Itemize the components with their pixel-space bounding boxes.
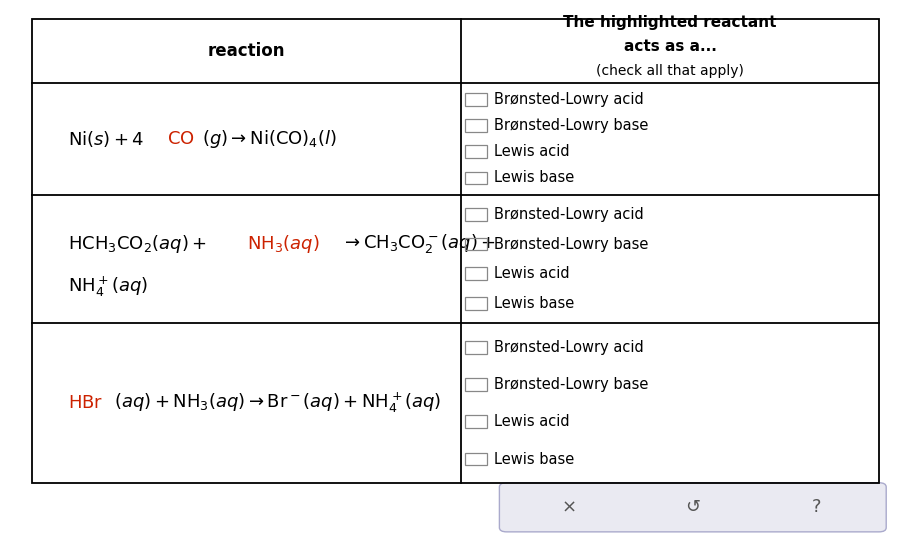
Text: Lewis base: Lewis base (494, 296, 574, 311)
Text: Lewis base: Lewis base (494, 452, 574, 467)
Text: Brønsted-Lowry acid: Brønsted-Lowry acid (494, 340, 644, 355)
Text: $\mathrm{NH_3}(\mathit{aq})$: $\mathrm{NH_3}(\mathit{aq})$ (247, 233, 320, 255)
Text: acts as a...: acts as a... (624, 39, 716, 54)
Text: (check all that apply): (check all that apply) (597, 64, 744, 78)
Text: reaction: reaction (208, 42, 285, 60)
Text: Lewis acid: Lewis acid (494, 144, 569, 159)
Text: ?: ? (812, 498, 822, 516)
Text: Brønsted-Lowry acid: Brønsted-Lowry acid (494, 92, 644, 107)
Text: $(\mathit{g}) \rightarrow \mathrm{Ni(CO)}_4(\mathit{l})$: $(\mathit{g}) \rightarrow \mathrm{Ni(CO)… (202, 128, 338, 150)
Text: Brønsted-Lowry base: Brønsted-Lowry base (494, 119, 648, 134)
Text: $(\mathit{aq}) + \mathrm{NH_3}(\mathit{aq}) \rightarrow \mathrm{Br^-}(\mathit{aq: $(\mathit{aq}) + \mathrm{NH_3}(\mathit{a… (114, 391, 441, 415)
Text: ×: × (561, 498, 577, 516)
Text: $\mathrm{HBr}$: $\mathrm{HBr}$ (68, 394, 104, 412)
Text: Brønsted-Lowry base: Brønsted-Lowry base (494, 237, 648, 252)
Text: Brønsted-Lowry acid: Brønsted-Lowry acid (494, 207, 644, 222)
Text: ↺: ↺ (686, 498, 700, 516)
Text: $\mathrm{CO}$: $\mathrm{CO}$ (167, 130, 194, 148)
Text: Lewis acid: Lewis acid (494, 414, 569, 429)
FancyBboxPatch shape (499, 483, 886, 532)
Text: $\mathrm{Ni}(\mathit{s}) + 4\,$: $\mathrm{Ni}(\mathit{s}) + 4\,$ (68, 129, 144, 149)
Text: $\mathrm{HCH_3CO_2}(\mathit{aq}) +\,$: $\mathrm{HCH_3CO_2}(\mathit{aq}) +\,$ (68, 233, 207, 255)
Text: Brønsted-Lowry base: Brønsted-Lowry base (494, 377, 648, 392)
Text: $\rightarrow \mathrm{CH_3CO_2^-}(\mathit{aq}) +$: $\rightarrow \mathrm{CH_3CO_2^-}(\mathit… (341, 232, 496, 255)
Text: Lewis base: Lewis base (494, 170, 574, 185)
Text: Lewis acid: Lewis acid (494, 266, 569, 281)
Text: $\mathrm{NH_4^+}(\mathit{aq})$: $\mathrm{NH_4^+}(\mathit{aq})$ (68, 275, 148, 300)
Text: The highlighted reactant: The highlighted reactant (563, 15, 777, 30)
